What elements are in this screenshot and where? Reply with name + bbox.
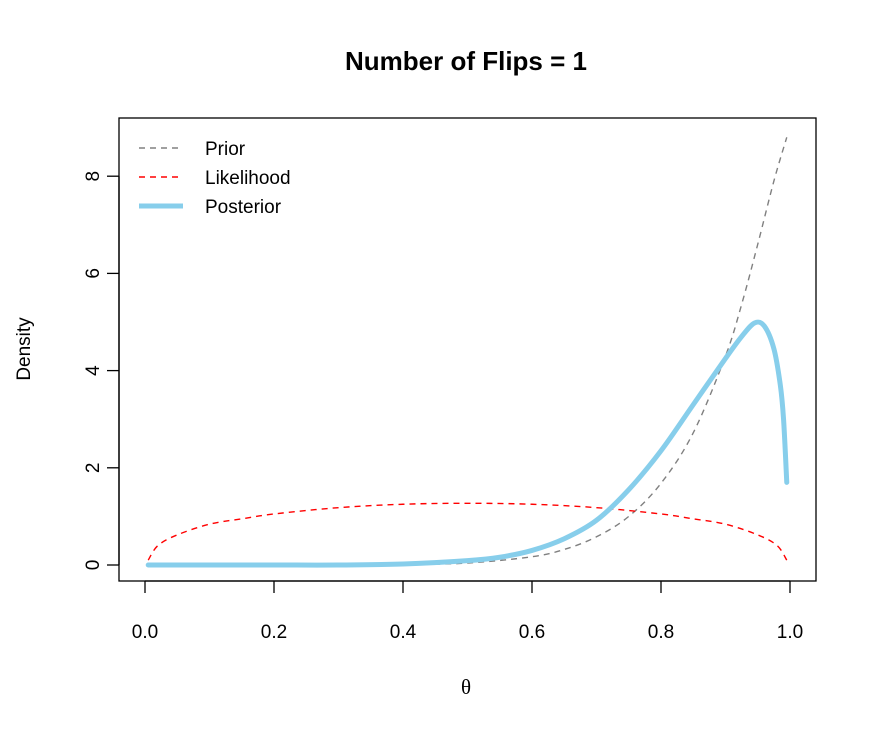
x-axis: 0.0 0.2 0.4 0.6 0.8 1.0 — [132, 580, 803, 643]
y-tick-label: 4 — [83, 365, 104, 376]
legend-label-likelihood: Likelihood — [205, 168, 291, 189]
y-tick-label: 8 — [83, 171, 104, 182]
x-tick-label: 0.0 — [132, 622, 158, 643]
y-tick-label: 0 — [83, 560, 104, 571]
legend-label-posterior: Posterior — [205, 197, 282, 218]
legend-label-prior: Prior — [205, 139, 246, 160]
series-likelihood-line — [147, 502, 788, 561]
x-tick-label: 0.6 — [519, 622, 545, 643]
curves-group — [145, 137, 790, 568]
x-axis-label: θ — [461, 675, 471, 699]
x-tick-label: 0.8 — [648, 622, 674, 643]
legend: Prior Likelihood Posterior — [139, 139, 291, 218]
y-axis: 0 2 4 6 8 — [83, 171, 120, 571]
x-tick-label: 0.2 — [261, 622, 287, 643]
x-tick-label: 0.4 — [390, 622, 417, 643]
y-axis-label: Density — [14, 317, 35, 381]
series-posterior-line — [145, 319, 790, 568]
y-tick-label: 6 — [83, 268, 104, 279]
x-tick-label: 1.0 — [777, 622, 803, 643]
chart-title: Number of Flips = 1 — [345, 46, 587, 76]
y-tick-label: 2 — [83, 463, 104, 474]
